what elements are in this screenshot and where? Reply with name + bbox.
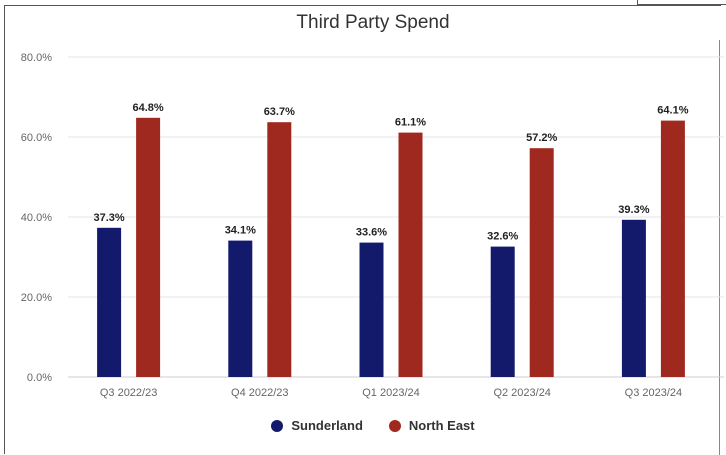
legend-marker-sunderland xyxy=(271,419,284,432)
bar xyxy=(490,246,515,377)
data-label: 37.3% xyxy=(93,212,124,224)
data-label: 64.1% xyxy=(657,105,688,117)
legend-item-north-east[interactable]: North East xyxy=(388,418,475,433)
data-label: 57.2% xyxy=(526,132,557,144)
bar xyxy=(660,120,685,377)
y-tick-label: 80.0% xyxy=(21,52,52,64)
legend-marker-north-east xyxy=(388,419,401,432)
data-label: 63.7% xyxy=(264,106,295,118)
chart-legend: Sunderland North East xyxy=(0,418,726,433)
y-tick-label: 60.0% xyxy=(21,132,52,144)
legend-label-sunderland: Sunderland xyxy=(291,418,363,433)
bar xyxy=(267,122,292,377)
legend-label-north-east: North East xyxy=(408,418,475,433)
scroll-edge xyxy=(719,40,726,455)
y-tick-label: 0.0% xyxy=(27,372,52,384)
data-label: 61.1% xyxy=(395,117,426,129)
data-label: 34.1% xyxy=(225,225,256,237)
chart-title: Third Party Spend xyxy=(296,12,450,33)
data-label: 39.3% xyxy=(618,204,649,216)
data-label: 32.6% xyxy=(487,231,518,243)
bar xyxy=(529,148,554,377)
y-tick-label: 20.0% xyxy=(21,292,52,304)
bar xyxy=(398,132,423,377)
y-tick-label: 40.0% xyxy=(21,212,52,224)
bar xyxy=(228,240,253,377)
adjacent-panel-edge xyxy=(637,0,726,5)
legend-item-sunderland[interactable]: Sunderland xyxy=(271,418,363,433)
x-tick-label: Q3 2023/24 xyxy=(625,387,683,399)
x-tick-label: Q2 2023/24 xyxy=(493,387,551,399)
x-tick-label: Q3 2022/23 xyxy=(100,387,158,399)
x-tick-label: Q1 2023/24 xyxy=(362,387,420,399)
bar xyxy=(97,227,122,377)
bar xyxy=(621,219,646,377)
chart-frame xyxy=(4,5,721,454)
data-label: 33.6% xyxy=(356,227,387,239)
x-tick-label: Q4 2022/23 xyxy=(231,387,289,399)
bar xyxy=(136,117,161,378)
bar xyxy=(359,242,384,377)
data-label: 64.8% xyxy=(132,102,163,114)
